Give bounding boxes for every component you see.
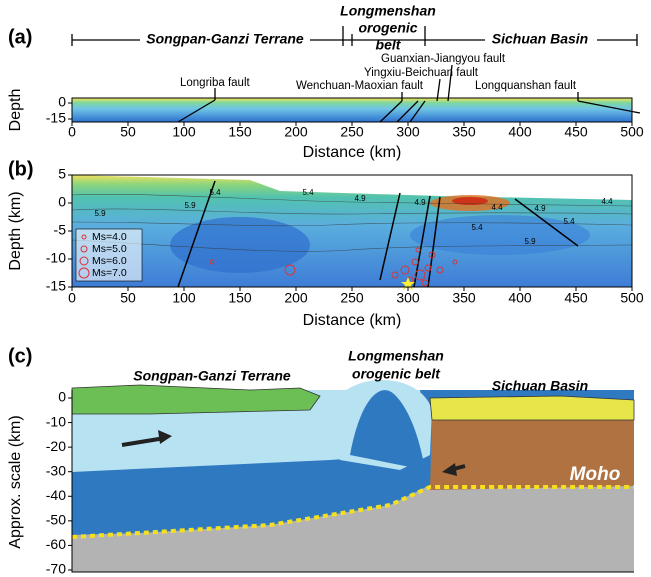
y-tick-label: 0	[58, 94, 66, 110]
terrane-name: orogenic	[358, 20, 417, 36]
x-tick-label: 200	[284, 290, 308, 306]
fault-label: Yingxiu-Beichuan fault	[364, 67, 479, 79]
x-tick-label: 350	[452, 290, 476, 306]
y-tick-label: 0	[58, 194, 66, 210]
fault-label: Longriba fault	[180, 77, 250, 89]
contour-label: 4.9	[534, 204, 546, 213]
x-tick-label: 350	[452, 124, 476, 140]
terrane-name: Longmenshan	[340, 3, 436, 19]
fault-label: Guanxian-Jiangyou fault	[381, 53, 506, 65]
x-tick-label: 300	[396, 290, 420, 306]
region-title: orogenic belt	[352, 366, 441, 382]
region-title: Sichuan Basin	[492, 378, 588, 394]
legend-label: Ms=6.0	[92, 255, 127, 267]
page: { "panel_a": { "label": "(a)", "terranes…	[0, 0, 651, 577]
figure: (a) Songpan-Ganzi Terrane Longmenshan or…	[0, 0, 651, 577]
contour-label: 5.4	[302, 188, 314, 197]
y-tick-label: -20	[46, 438, 66, 454]
y-tick-label: -15	[46, 110, 66, 126]
legend-label: Ms=5.0	[92, 243, 127, 255]
x-tick-label: 450	[564, 290, 588, 306]
y-axis-title: Depth (km)	[7, 191, 24, 270]
x-tick-label: 250	[340, 124, 364, 140]
contour-label: 5.4	[471, 223, 483, 232]
basin-cover	[430, 396, 634, 420]
x-axis-title: Distance (km)	[303, 312, 402, 329]
x-tick-label: 100	[172, 290, 196, 306]
contour-label: 5.9	[94, 209, 106, 218]
contour-label: 4.9	[354, 194, 366, 203]
y-tick-label: -10	[46, 413, 66, 429]
x-tick-label: 0	[68, 290, 76, 306]
moho-label: Moho	[570, 464, 621, 485]
x-tick-label: 400	[508, 124, 532, 140]
terrane-name: belt	[376, 37, 402, 53]
x-tick-label: 250	[340, 290, 364, 306]
panel-label: (c)	[8, 345, 32, 367]
y-tick-label: -10	[46, 250, 66, 266]
y-tick-label: 5	[58, 166, 66, 182]
terrane-name: Sichuan Basin	[492, 31, 588, 47]
x-tick-label: 500	[620, 290, 644, 306]
fault-label: Longquanshan fault	[475, 80, 577, 92]
contour-label: 5.9	[184, 201, 196, 210]
x-tick-label: 200	[284, 124, 308, 140]
x-tick-label: 100	[172, 124, 196, 140]
fault-label: Wenchuan-Maoxian fault	[296, 80, 424, 92]
tomography-strip	[72, 98, 632, 122]
x-tick-label: 0	[68, 124, 76, 140]
y-tick-label: -15	[46, 278, 66, 294]
y-axis-title: Depth	[7, 89, 24, 132]
x-tick-label: 450	[564, 124, 588, 140]
contour-label: 4.4	[601, 197, 613, 206]
legend-label: Ms=4.0	[92, 231, 127, 243]
x-tick-label: 50	[120, 290, 136, 306]
y-tick-label: -5	[54, 222, 67, 238]
contour-label: 4.9	[414, 198, 426, 207]
panel-label: (b)	[8, 158, 34, 180]
terrane-name: Songpan-Ganzi Terrane	[146, 31, 304, 47]
x-tick-label: 400	[508, 290, 532, 306]
contour-label: 4.4	[491, 203, 503, 212]
region-title: Longmenshan	[348, 348, 444, 364]
contour-label: 5.9	[524, 237, 536, 246]
x-tick-label: 300	[396, 124, 420, 140]
y-tick-label: -60	[46, 536, 66, 552]
contour-label: 5.4	[563, 217, 575, 226]
region-title: Songpan-Ganzi Terrane	[133, 368, 291, 384]
y-tick-label: -40	[46, 487, 66, 503]
terrane-cover	[72, 385, 320, 414]
y-axis-title: Approx. scale (km)	[7, 415, 24, 548]
contour-label: 5.4	[209, 188, 221, 197]
y-tick-label: -50	[46, 512, 66, 528]
x-axis-title: Distance (km)	[303, 144, 402, 161]
x-tick-label: 500	[620, 124, 644, 140]
x-tick-label: 150	[228, 290, 252, 306]
y-tick-label: -30	[46, 462, 66, 478]
y-tick-label: 0	[58, 389, 66, 405]
x-tick-label: 50	[120, 124, 136, 140]
panel-label: (a)	[8, 26, 32, 48]
legend-label: Ms=7.0	[92, 267, 127, 279]
x-tick-label: 150	[228, 124, 252, 140]
y-tick-label: -70	[46, 561, 66, 577]
